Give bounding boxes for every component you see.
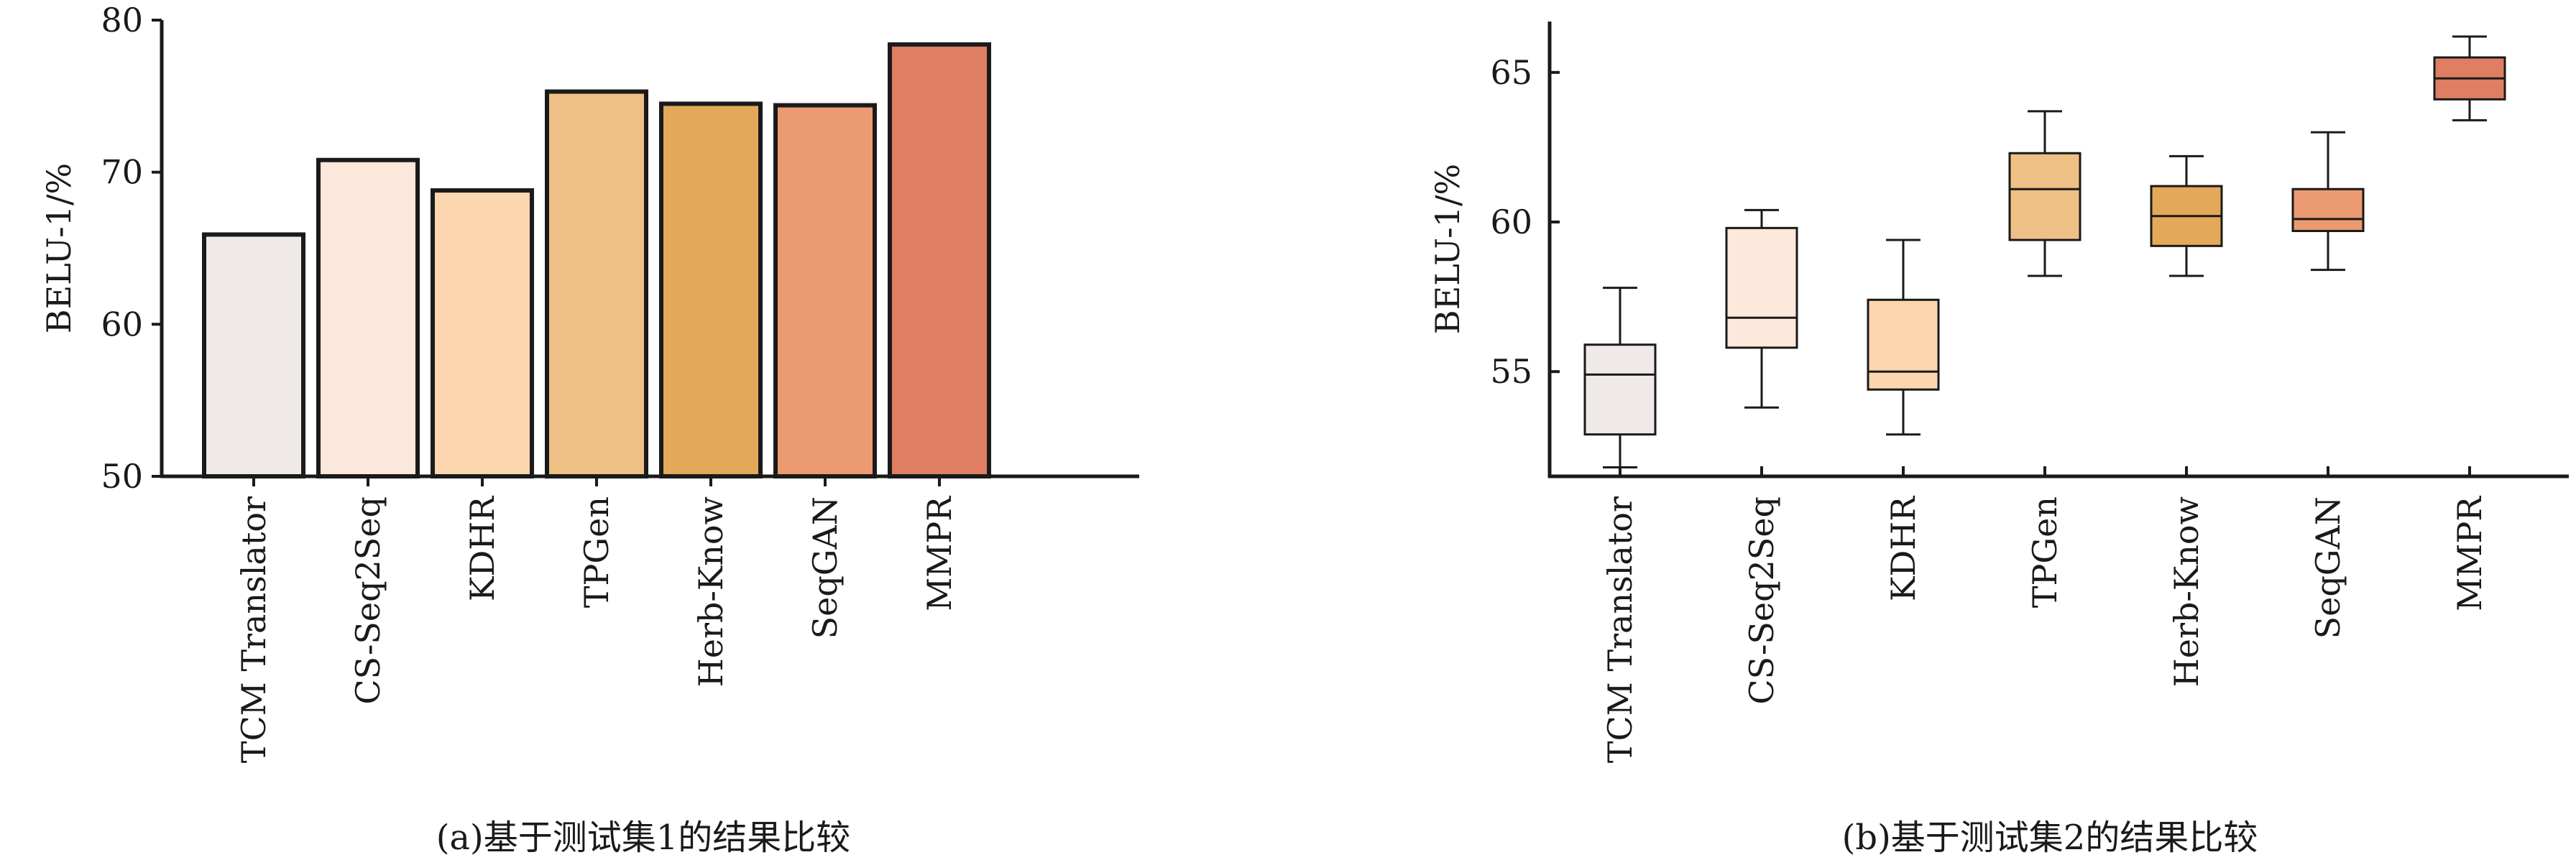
y-axis-label: BELU-1/%	[40, 163, 78, 333]
x-tick-label: TCM Translator	[234, 496, 273, 763]
y-tick-label: 70	[101, 153, 143, 192]
box	[2008, 110, 2082, 277]
x-tick-label: CS-Seq2Seq	[349, 496, 387, 705]
iqr-box	[1583, 343, 1657, 436]
x-tick-label: TPGen	[577, 496, 616, 608]
x-tick-label: Herb-Know	[691, 496, 730, 687]
x-ticks: TCM Translator CS-Seq2Seq KDHR TPGen Herb-Kn…	[1601, 466, 2489, 763]
y-tick-label: 60	[101, 305, 143, 343]
iqr-box	[1867, 298, 1940, 391]
x-tick-label: KDHR	[463, 496, 502, 601]
bar-marks	[202, 42, 991, 479]
x-tick-label: CS-Seq2Seq	[1742, 496, 1781, 705]
bar	[431, 188, 534, 478]
bar	[316, 157, 420, 478]
x-ticks: TCM Translator CS-Seq2Seq KDHR TPGen Herb-Kn…	[234, 476, 959, 763]
y-ticks: 55 60 65	[1490, 53, 1560, 391]
x-tick-label: SeqGAN	[806, 496, 845, 639]
box	[1725, 208, 1798, 409]
y-tick-label: 65	[1490, 53, 1532, 92]
box	[2150, 154, 2223, 277]
box	[2291, 131, 2365, 272]
y-axis-label: BELU-1/%	[1428, 164, 1467, 334]
x-tick-label: Herb-Know	[2167, 496, 2206, 687]
x-tick-label: MMPR	[2450, 496, 2489, 611]
y-tick-label: 55	[1490, 352, 1532, 391]
bar	[888, 42, 991, 479]
box	[2433, 35, 2506, 121]
y-tick-label: 80	[101, 1, 143, 40]
x-tick-label: SeqGAN	[2309, 496, 2347, 639]
iqr-box	[2008, 152, 2082, 241]
iqr-box	[2291, 188, 2365, 233]
y-ticks: 50 60 70 80	[101, 1, 162, 496]
x-tick-label: TCM Translator	[1601, 496, 1639, 763]
box	[1867, 239, 1940, 436]
x-tick-label: KDHR	[1884, 496, 1923, 601]
bar	[773, 103, 877, 479]
box-marks	[1583, 35, 2506, 469]
y-tick-label: 60	[1490, 203, 1532, 241]
x-tick-label: MMPR	[920, 496, 959, 611]
iqr-box	[1725, 226, 1798, 349]
box	[1583, 287, 1657, 469]
bar	[202, 232, 305, 478]
bar	[545, 89, 648, 478]
box-plot-panel: 55 60 65 TCM Translator CS-Seq2Seq KDHR TPGen…	[1428, 22, 2569, 858]
bar	[659, 101, 763, 478]
bar-chart-panel: 50 60 70 80 TCM Translator CS-Seq2Seq KDHR TPG…	[40, 1, 1139, 858]
chart-caption: (b)基于测试集2的结果比较	[1842, 818, 2258, 858]
chart-caption: (a)基于测试集1的结果比较	[436, 818, 851, 858]
y-tick-label: 50	[101, 457, 143, 496]
x-tick-label: TPGen	[2025, 496, 2064, 608]
